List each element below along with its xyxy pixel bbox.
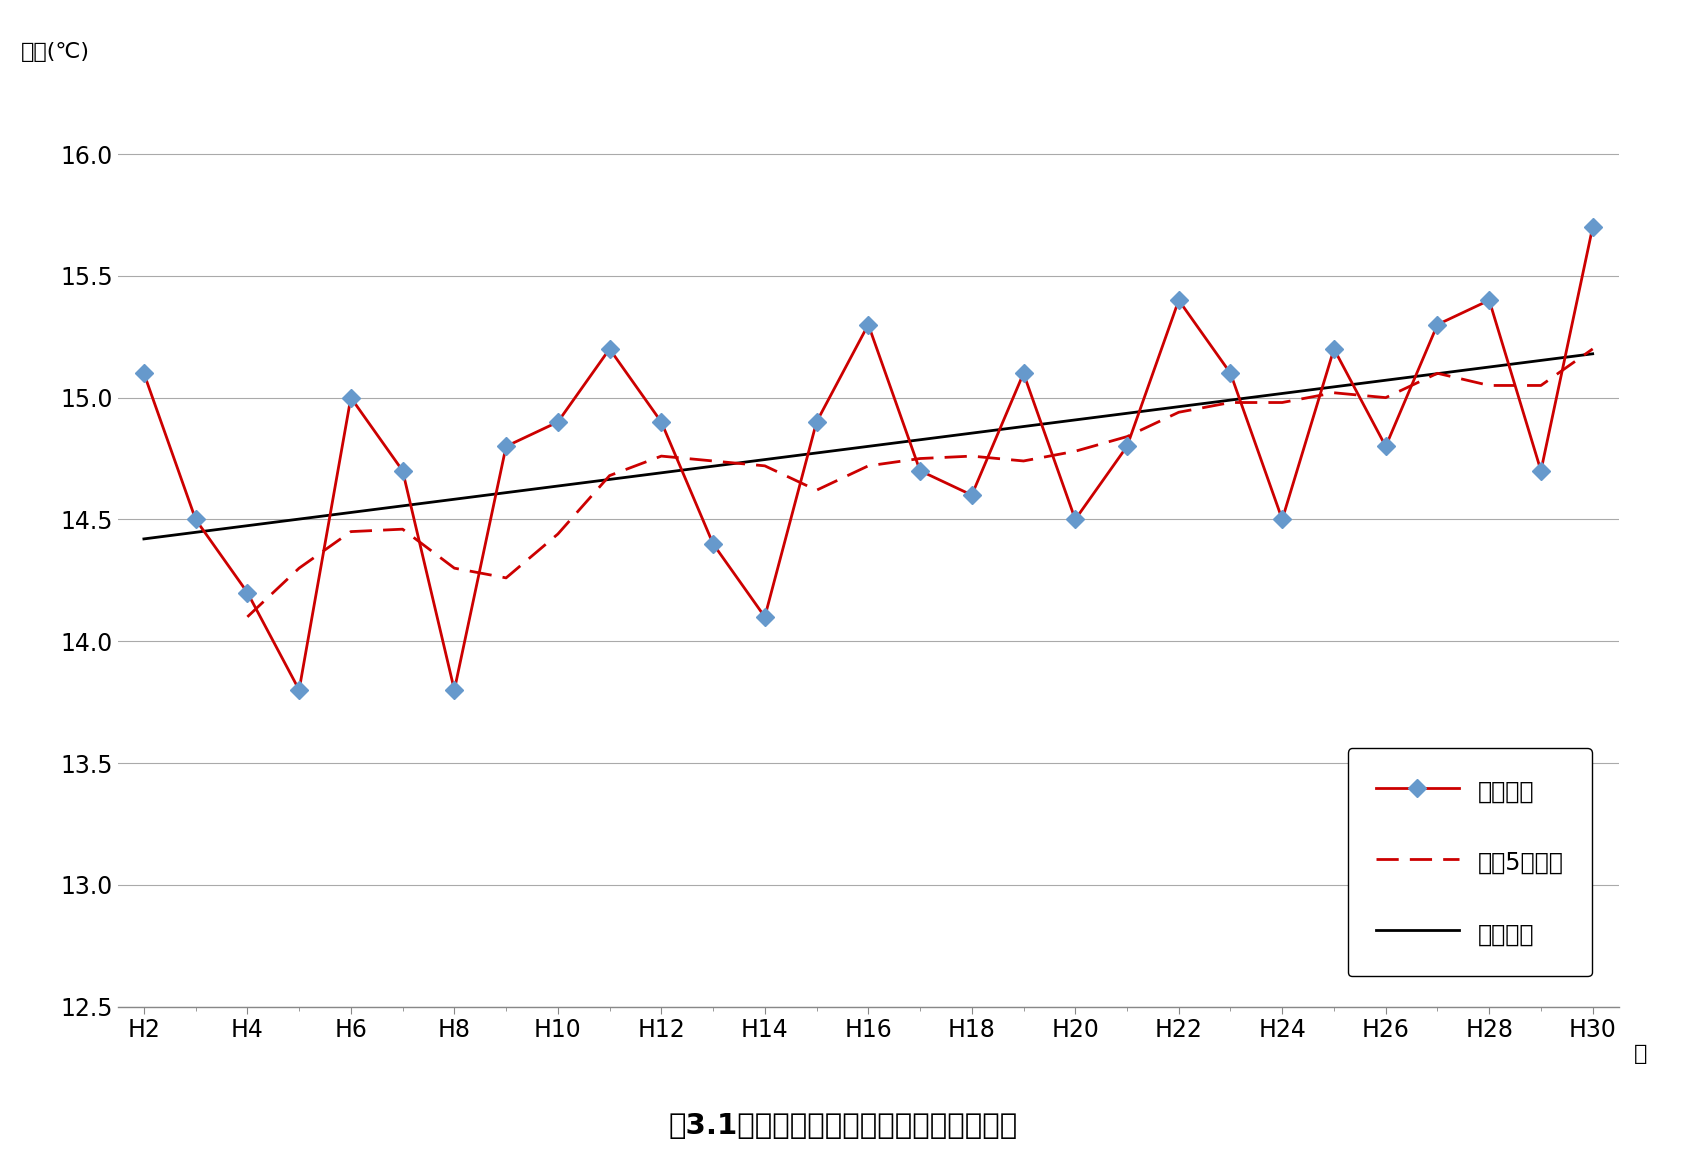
Legend: 年間平均, 過去5年平均, 近似直線: 年間平均, 過去5年平均, 近似直線 (1347, 749, 1592, 977)
Text: 年: 年 (1634, 1044, 1647, 1063)
Text: 第3.1図　佐倉市における気温の長期変動: 第3.1図 佐倉市における気温の長期変動 (668, 1112, 1018, 1140)
Text: 気温(℃): 気温(℃) (20, 43, 89, 62)
